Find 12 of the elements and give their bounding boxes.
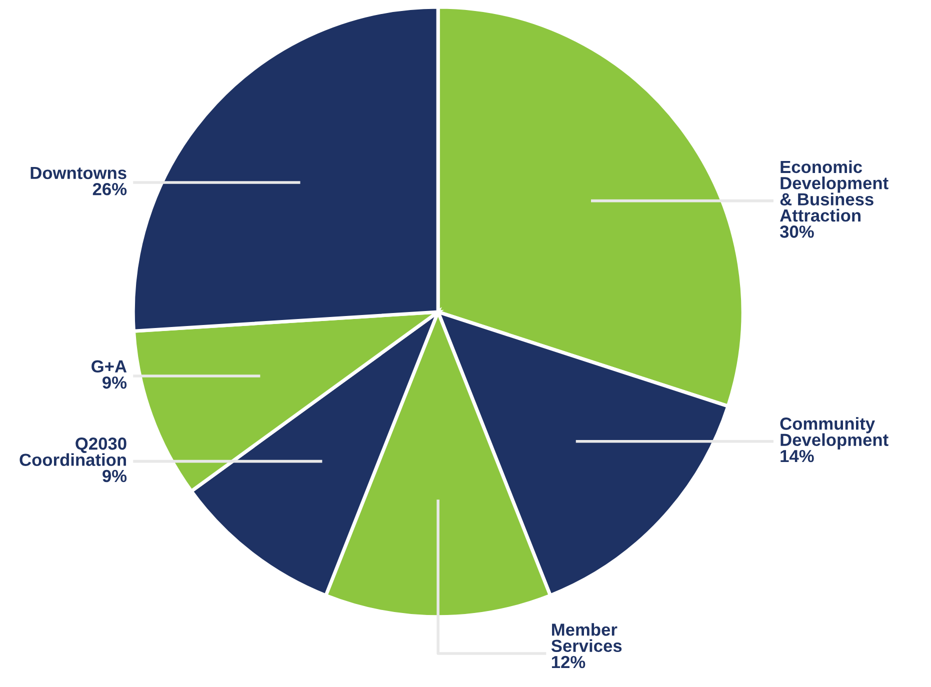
data-label: 9%	[102, 470, 127, 482]
slice-label: Downtowns	[30, 166, 126, 180]
slice-label: Economic Development & Business Attraction	[780, 160, 888, 222]
data-label: 9%	[102, 376, 127, 389]
slice-label: G+A	[92, 360, 127, 373]
slice-label: Member Services	[551, 623, 622, 652]
data-label: 12%	[552, 656, 586, 668]
slice-label: Community Development	[780, 417, 888, 450]
slice-label: Q2030 Coordination	[20, 438, 126, 466]
data-label: 14%	[780, 450, 814, 462]
data-label: 30%	[780, 226, 814, 238]
data-label: 26%	[92, 182, 127, 196]
